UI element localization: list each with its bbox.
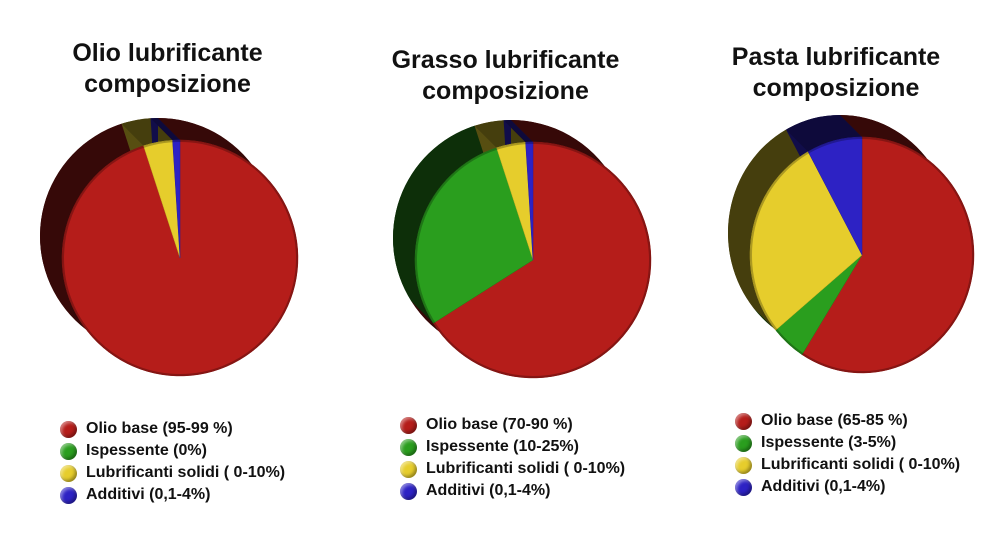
legend-swatch	[735, 434, 752, 452]
legend-swatch	[400, 460, 417, 478]
pie-slice-additives	[525, 141, 534, 261]
legend-label: Lubrificanti solidi ( 0-10%)	[426, 460, 626, 477]
pie-chart	[728, 115, 975, 374]
legend-item-thickener: Ispessente (10-25%)	[400, 436, 625, 458]
legend-item-base-oil: Olio base (70-90 %)	[400, 414, 625, 436]
chart-title: Grasso lubrificante composizione	[338, 45, 673, 107]
legend-item-additives: Additivi (0,1-4%)	[400, 480, 625, 502]
legend-item-base-oil: Olio base (95-99 %)	[60, 418, 285, 440]
pie-slice-base-oil	[433, 141, 652, 379]
legend-swatch	[400, 438, 417, 456]
pie-slice-edge-solid-lubricants	[728, 129, 809, 331]
legend-item-solid-lubricants: Lubrificanti solidi ( 0-10%)	[735, 454, 960, 476]
legend-swatch	[400, 482, 417, 500]
pie-slice-additives	[807, 136, 863, 256]
chart-title-line: composizione	[84, 70, 251, 98]
legend-swatch	[400, 416, 417, 434]
pie-rim	[415, 142, 651, 378]
legend-item-thickener: Ispessente (0%)	[60, 440, 285, 462]
legend-swatch	[735, 478, 752, 496]
legend-label: Olio base (95-99 %)	[86, 420, 233, 437]
pie-slice-thickener	[414, 147, 534, 324]
pie-chart	[393, 120, 652, 379]
chart-title-line: composizione	[752, 74, 920, 102]
legend-item-additives: Additivi (0,1-4%)	[735, 476, 960, 498]
legend-label: Lubrificanti solidi ( 0-10%)	[86, 464, 286, 481]
legend: Olio base (65-85 %) Ispessente (3-5%) Lu…	[735, 410, 960, 498]
pie-chart	[40, 118, 299, 377]
legend-item-additives: Additivi (0,1-4%)	[60, 484, 285, 506]
legend-swatch	[60, 464, 77, 482]
pie-front-face	[414, 141, 652, 379]
pie-slice-edge-additives	[503, 120, 533, 143]
legend-label: Ispessente (3-5%)	[761, 434, 897, 451]
pie-slice-additives	[172, 139, 181, 259]
pie-slice-edge-additives	[786, 115, 862, 152]
pie-front-face	[749, 136, 975, 374]
legend-label: Ispessente (10-25%)	[426, 438, 579, 455]
legend-label: Olio base (65-85 %)	[761, 412, 908, 429]
chart-title-line: Pasta lubrificante	[731, 43, 941, 71]
pie-front-face	[61, 139, 299, 377]
legend-label: Additivi (0,1-4%)	[761, 478, 886, 495]
chart-title-line: Grasso lubrificante	[391, 46, 620, 74]
chart-title-line: composizione	[422, 77, 589, 105]
chart-title: Pasta lubrificante composizione	[672, 42, 1000, 104]
legend-swatch	[60, 420, 77, 438]
pie-rim	[750, 137, 974, 373]
legend-item-thickener: Ispessente (3-5%)	[735, 432, 960, 454]
pie-slice-edge-solid-lubricants	[121, 118, 173, 146]
legend-label: Ispessente (0%)	[86, 442, 207, 459]
legend-item-base-oil: Olio base (65-85 %)	[735, 410, 960, 432]
pie-slice-solid-lubricants	[749, 151, 863, 331]
pie-slice-edge-additives	[150, 118, 180, 141]
legend-label: Olio base (70-90 %)	[426, 416, 573, 433]
pie-slice-base-oil	[801, 136, 975, 374]
legend: Olio base (95-99 %) Ispessente (0%) Lubr…	[60, 418, 285, 506]
pie-slice-edge-solid-lubricants	[474, 120, 526, 148]
chart-title-line: Olio lubrificante	[72, 39, 263, 67]
legend-item-solid-lubricants: Lubrificanti solidi ( 0-10%)	[60, 462, 285, 484]
chart-olio-lubrificante: Olio lubrificante composizione Olio base…	[0, 0, 335, 550]
legend-label: Additivi (0,1-4%)	[86, 486, 211, 503]
legend-label: Lubrificanti solidi ( 0-10%)	[761, 456, 961, 473]
chart-pasta-lubrificante: Pasta lubrificante composizione Olio bas…	[672, 0, 1000, 550]
legend-swatch	[60, 486, 77, 504]
pie-slice-edge-thickener	[393, 125, 497, 324]
legend-label: Additivi (0,1-4%)	[426, 482, 551, 499]
legend: Olio base (70-90 %) Ispessente (10-25%) …	[400, 414, 625, 502]
legend-swatch	[735, 456, 752, 474]
legend-swatch	[735, 412, 752, 430]
legend-swatch	[60, 442, 77, 460]
chart-grasso-lubrificante: Grasso lubrificante composizione Olio ba…	[338, 0, 673, 550]
pie-rim	[62, 140, 298, 376]
chart-title: Olio lubrificante composizione	[0, 38, 335, 100]
legend-item-solid-lubricants: Lubrificanti solidi ( 0-10%)	[400, 458, 625, 480]
